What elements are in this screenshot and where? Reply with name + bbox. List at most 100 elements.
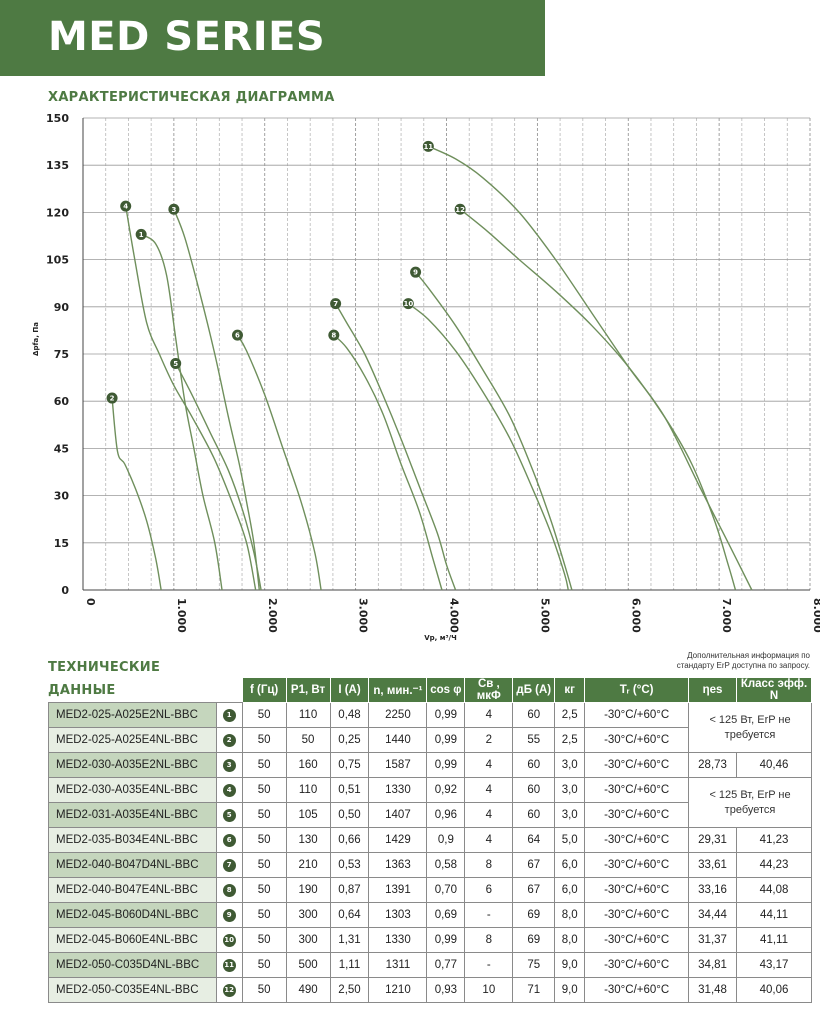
- series-line-1: [140, 233, 223, 591]
- header-db: дБ (A): [512, 677, 556, 703]
- cell-f: 50: [241, 952, 287, 978]
- header-i: I (A): [329, 677, 370, 703]
- cell-i: 0,75: [329, 752, 370, 778]
- cell-model: MED2-030-A035E4NL-BBC: [48, 777, 217, 803]
- cell-f: 50: [241, 902, 287, 928]
- cell-p1: 500: [285, 952, 331, 978]
- cell-db: 60: [512, 702, 556, 728]
- cell-kg: 8,0: [554, 902, 586, 928]
- table-row: MED2-050-C035E4NL-BBC 12 50 490 2,50 1210 0,93…: [48, 977, 812, 1003]
- header-t: Tᵣ (°C): [584, 677, 690, 703]
- cell-f: 50: [241, 752, 287, 778]
- cell-model: MED2-050-C035E4NL-BBC: [48, 977, 217, 1003]
- cell-t: -30°C/+60°C: [584, 952, 690, 978]
- cell-curve-number: 11: [215, 952, 243, 978]
- cell-p1: 210: [285, 852, 331, 878]
- x-axis-label: Vр, м³/Ч: [424, 634, 457, 642]
- series-marker-8: 8: [328, 329, 340, 341]
- cell-model: MED2-025-A025E4NL-BBC: [48, 727, 217, 753]
- svg-text:9: 9: [413, 269, 418, 277]
- cell-cos: 0,99: [426, 727, 466, 753]
- curve-number-badge: 9: [222, 909, 236, 922]
- svg-text:2: 2: [110, 395, 115, 403]
- curve-number-badge: 4: [222, 784, 236, 797]
- table-row: MED2-035-B034E4NL-BBC 6 50 130 0,66 1429 0,9 4 6…: [48, 827, 812, 853]
- header-f: f (Гц): [241, 677, 287, 703]
- cell-p1: 190: [285, 877, 331, 903]
- cell-t: -30°C/+60°C: [584, 977, 690, 1003]
- curve-number-badge: 2: [222, 734, 236, 747]
- cell-i: 2,50: [329, 977, 370, 1003]
- cell-n: 1391: [368, 877, 428, 903]
- erp-note: Дополнительная информация по стандарту E…: [550, 651, 810, 671]
- series-line-5: [175, 363, 262, 591]
- series-line-10: [407, 303, 569, 591]
- cell-t: -30°C/+60°C: [584, 802, 690, 828]
- svg-text:10: 10: [403, 300, 413, 308]
- cell-cb: 4: [464, 777, 514, 803]
- tech-data-table: f (Гц) P1, Вт I (A) n, мин.⁻¹ cos φ Cв ,…: [48, 677, 812, 1003]
- cell-eta: 33,61: [688, 852, 738, 878]
- cell-n: 1330: [368, 777, 428, 803]
- cell-cos: 0,93: [426, 977, 466, 1003]
- cell-n: 2250: [368, 702, 428, 728]
- cell-db: 55: [512, 727, 556, 753]
- cell-eta: 34,81: [688, 952, 738, 978]
- svg-text:4: 4: [123, 203, 128, 211]
- table-row: MED2-050-C035D4NL-BBC 11 50 500 1,11 1311 0,77…: [48, 952, 812, 978]
- cell-cb: 8: [464, 927, 514, 953]
- y-tick-label: 120: [46, 206, 69, 219]
- curve-number-badge: 11: [222, 959, 236, 972]
- cell-p1: 490: [285, 977, 331, 1003]
- table-row: MED2-040-B047D4NL-BBC 7 50 210 0,53 1363 0,58 8…: [48, 852, 812, 878]
- cell-kg: 6,0: [554, 877, 586, 903]
- cell-cb: -: [464, 902, 514, 928]
- cell-p1: 50: [285, 727, 331, 753]
- cell-kg: 6,0: [554, 852, 586, 878]
- cell-curve-number: 8: [215, 877, 243, 903]
- series-line-9: [415, 271, 573, 591]
- x-tick-label: 6.000: [629, 598, 642, 633]
- cell-cb: 4: [464, 827, 514, 853]
- chart-grid: [83, 117, 811, 590]
- svg-text:12: 12: [455, 206, 465, 214]
- cell-f: 50: [241, 977, 287, 1003]
- cell-p1: 110: [285, 777, 331, 803]
- cell-f: 50: [241, 927, 287, 953]
- header-cos: cos φ: [426, 677, 466, 703]
- cell-p1: 160: [285, 752, 331, 778]
- cell-i: 0,66: [329, 827, 370, 853]
- cell-cb: 4: [464, 752, 514, 778]
- svg-text:3: 3: [171, 206, 176, 214]
- cell-model: MED2-035-B034E4NL-BBC: [48, 827, 217, 853]
- x-tick-label: 4.000: [448, 598, 461, 633]
- cell-cos: 0,92: [426, 777, 466, 803]
- series-marker-5: 5: [170, 357, 182, 369]
- cell-eta: 29,31: [688, 827, 738, 853]
- erp-note-line-2: стандарту ErP доступна по запросу.: [676, 661, 810, 670]
- cell-db: 67: [512, 877, 556, 903]
- svg-text:5: 5: [173, 360, 178, 368]
- cell-kg: 2,5: [554, 727, 586, 753]
- cell-cos: 0,70: [426, 877, 466, 903]
- cell-i: 0,50: [329, 802, 370, 828]
- cell-model: MED2-025-A025E2NL-BBC: [48, 702, 217, 728]
- x-tick-label: 8.000: [811, 598, 820, 633]
- svg-text:11: 11: [423, 143, 433, 151]
- cell-curve-number: 5: [215, 802, 243, 828]
- cell-f: 50: [241, 827, 287, 853]
- cell-class: 43,17: [736, 952, 812, 978]
- cell-db: 71: [512, 977, 556, 1003]
- table-row: MED2-040-B047E4NL-BBC 8 50 190 0,87 1391 0,70 6…: [48, 877, 812, 903]
- cell-kg: 5,0: [554, 827, 586, 853]
- cell-i: 0,87: [329, 877, 370, 903]
- table-row: MED2-025-A025E4NL-BBC 2 50 50 0,25 1440 0,99 2 5…: [48, 727, 812, 753]
- cell-model: MED2-045-B060D4NL-BBC: [48, 902, 217, 928]
- header-n: n, мин.⁻¹: [368, 677, 428, 703]
- cell-p1: 105: [285, 802, 331, 828]
- cell-eta: 31,48: [688, 977, 738, 1003]
- curve-number-badge: 5: [222, 809, 236, 822]
- cell-erp-not-required: < 125 Вт, ErP не требуется: [688, 777, 812, 828]
- y-tick-label: 75: [54, 348, 69, 361]
